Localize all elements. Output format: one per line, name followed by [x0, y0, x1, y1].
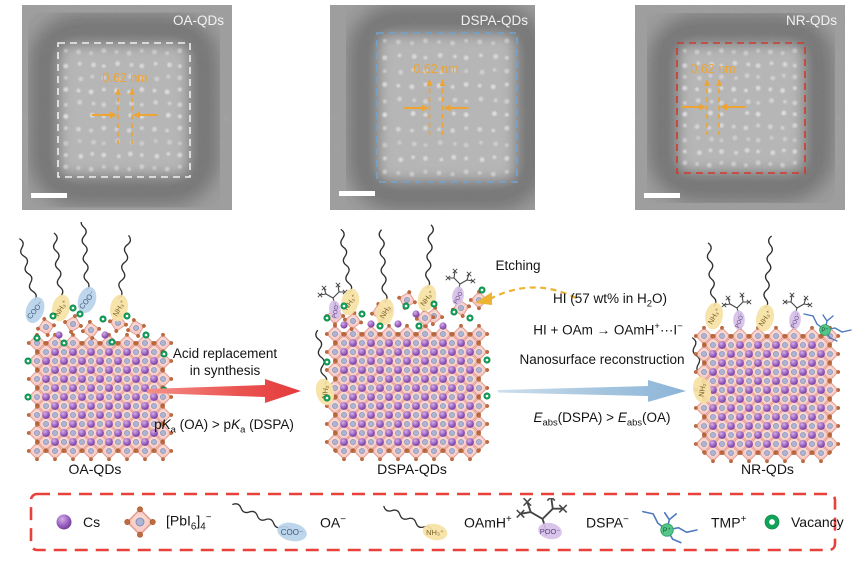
oamh-ligand-icon: NH₃⁺ [383, 505, 448, 541]
legend-item-vacancy: Vacancy [761, 511, 844, 533]
tmp-ligand: P⁺ [642, 510, 698, 544]
panel-label: DSPA-QDs [461, 13, 529, 28]
nh3-headgroup: NH₃⁺ [51, 294, 71, 322]
tem-panel-dspa-qds: 0.62 nm DSPA-QDs [330, 5, 535, 210]
qd-lattice [26, 332, 174, 462]
scale-bar [31, 193, 67, 198]
svg-text:NH₂: NH₂ [697, 383, 708, 398]
svg-text:0.62 nm: 0.62 nm [102, 71, 147, 85]
svg-text:POO⁻: POO⁻ [332, 302, 341, 319]
alkyl-chain [118, 235, 132, 299]
alkyl-chain [763, 235, 773, 309]
legend-border [29, 492, 837, 552]
cs-icon [56, 514, 72, 530]
step2-condition: Eabs(DSPA) > Eabs(OA) [533, 410, 671, 429]
qd-label-oa: OA-QDs [68, 461, 122, 477]
step1-title-line2: in synthesis [189, 363, 261, 378]
step2-reagent: HI (57 wt% in H2O) [552, 291, 668, 310]
panel-label: OA-QDs [173, 13, 224, 28]
poo-headgroup: POO⁻ [538, 522, 562, 540]
svg-text:P⁺: P⁺ [821, 327, 828, 334]
scale-bar [339, 191, 375, 196]
legend-item-pbi6: [PbI6]4− [122, 504, 211, 540]
svg-text:0.62 nm: 0.62 nm [413, 62, 458, 76]
reaction-arrow-2 [498, 380, 686, 402]
lattice-spacing-annotation: 0.62 nm [403, 62, 469, 135]
nh2-headgroup: NH₂ [692, 376, 712, 404]
alkyl-chain [315, 329, 328, 385]
vacancy-icon [764, 514, 780, 530]
alkyl-chain [19, 238, 37, 301]
svg-text:COO⁻: COO⁻ [281, 528, 303, 537]
qd-label-nr: NR-QDs [741, 461, 794, 477]
svg-text:POO⁻: POO⁻ [540, 527, 561, 536]
lattice-spacing-annotation: 0.62 nm [92, 71, 158, 144]
scale-bar [644, 193, 680, 198]
legend-item-dspa: POO⁻ DSPA− [516, 498, 629, 546]
qd-outline-box [57, 42, 191, 178]
coo-headgroup: COO⁻ [25, 296, 45, 324]
alkyl-chain [52, 232, 64, 297]
alkyl-chain [706, 242, 717, 307]
svg-text:0.62 nm: 0.62 nm [690, 62, 735, 76]
legend: Cs [PbI6]4− COO⁻ OA− NH₃⁺ OAmH+ POO⁻ DSP… [29, 492, 844, 552]
tmp-ligand: P⁺ [803, 313, 852, 342]
svg-text:POO⁻: POO⁻ [735, 312, 746, 329]
legend-item-cs: Cs [53, 511, 100, 533]
etching-arrow [475, 286, 577, 305]
coo-headgroup: COO⁻ [77, 286, 97, 314]
alkyl-chain [383, 505, 433, 532]
nh3-headgroup: NH₃⁺ [422, 523, 448, 541]
nr-qds-schematic: P⁺ NH₃⁺ NH₃⁺ NH₂ POO⁻ POO⁻ [691, 235, 852, 464]
panel-label: NR-QDs [786, 13, 837, 28]
qd-label-dspa: DSPA-QDs [377, 461, 447, 477]
tem-panel-oa-qds: 0.62 nm OA-QDs [22, 5, 232, 210]
nh3-headgroup: NH₃⁺ [340, 288, 360, 316]
reaction-arrow-1 [147, 379, 301, 403]
qd-lattice [693, 325, 841, 464]
oa-qds-schematic: COO⁻ NH₃⁺ COO⁻ NH₃⁺ [19, 222, 174, 462]
svg-text:NH₂: NH₂ [320, 385, 330, 400]
svg-text:NH₃⁺: NH₃⁺ [426, 528, 444, 537]
step1-condition: pKa (OA) > pKa (DSPA) [154, 417, 294, 436]
step1-title-line1: Acid replacement [172, 346, 278, 361]
step2-reaction: HI + OAm → OAmH+···I− [533, 321, 683, 338]
qd-outline-box [676, 42, 806, 174]
legend-item-tmp: P⁺ TMP+ [639, 498, 746, 546]
poo-headgroup: POO⁻ [789, 310, 803, 330]
nh3-headgroup: NH₃⁺ [755, 304, 775, 332]
tmp-ligand-icon: P⁺ [642, 510, 698, 544]
qd-lattice [324, 323, 490, 462]
pbi6-octahedron-icon [124, 506, 156, 538]
etching-label: Etching [495, 258, 541, 273]
poo-headgroup: POO⁻ [329, 300, 341, 320]
step2-title: Nanosurface reconstruction [519, 352, 685, 367]
nh3-headgroup: NH₃⁺ [110, 294, 128, 322]
alkyl-chain [378, 229, 388, 303]
alkyl-chain [425, 224, 434, 289]
tem-panel-nr-qds: 0.62 nm NR-QDs [635, 5, 845, 210]
dspa-ligand-icon: POO⁻ [516, 498, 568, 540]
legend-item-oamh: NH₃⁺ OAmH+ [374, 500, 512, 544]
coo-headgroup: COO⁻ [277, 522, 307, 542]
nh2-headgroup: NH₂ [376, 298, 394, 326]
legend-item-oa: COO⁻ OA− [212, 500, 346, 544]
lattice-spacing-annotation: 0.62 nm [681, 62, 745, 135]
svg-text:P⁺: P⁺ [663, 527, 672, 535]
alkyl-chain [340, 228, 353, 293]
poo-headgroup: POO⁻ [733, 310, 746, 330]
oa-ligand-icon: COO⁻ [232, 503, 307, 542]
nh3-headgroup: NH₃⁺ [705, 302, 723, 330]
alkyl-chain [80, 222, 90, 291]
dspa-branches [516, 498, 568, 536]
